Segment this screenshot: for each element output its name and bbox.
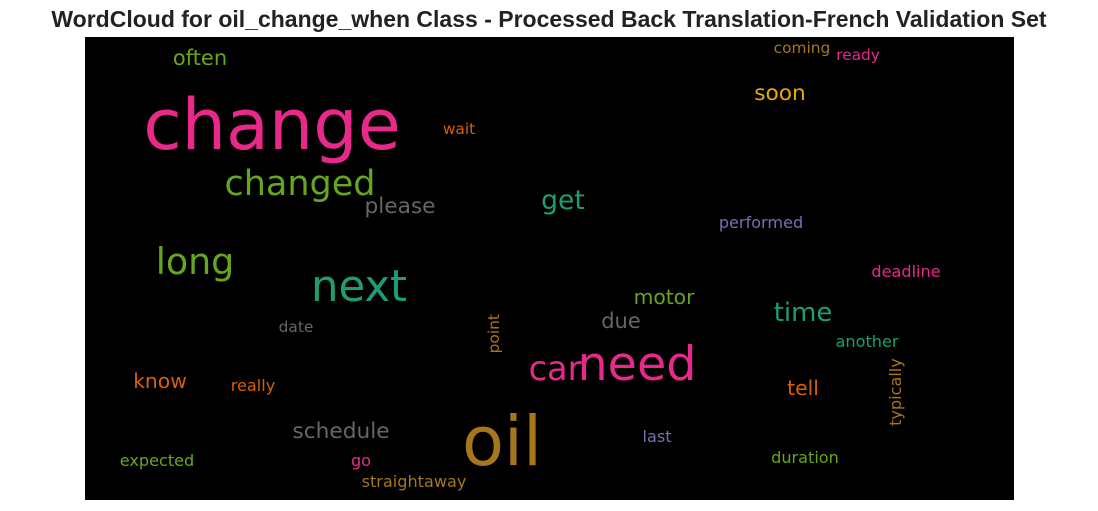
word-wait: wait (442, 120, 476, 139)
word-time: time (773, 298, 833, 329)
word-next: next (310, 262, 408, 313)
word-know: know (133, 368, 187, 393)
word-point: point (485, 314, 504, 354)
word-coming: coming (773, 39, 831, 58)
word-changed: changed (224, 163, 376, 204)
word-due: due (601, 308, 641, 333)
chart-title: WordCloud for oil_change_when Class - Pr… (51, 6, 1047, 32)
word-get: get (541, 184, 585, 216)
word-really: really (230, 375, 276, 395)
word-another: another (835, 331, 899, 351)
word-last: last (642, 426, 672, 446)
word-tell: tell (787, 375, 819, 400)
word-ready: ready (836, 46, 880, 65)
word-often: often (172, 45, 228, 70)
word-change: change (143, 84, 401, 166)
word-schedule: schedule (292, 419, 390, 445)
wordcloud-canvas: change oil need next long changed car get time pl… (85, 37, 1014, 500)
word-need: need (577, 337, 697, 393)
word-expected: expected (119, 450, 195, 470)
word-soon: soon (754, 81, 806, 107)
word-long: long (155, 239, 235, 283)
word-motor: motor (633, 284, 695, 309)
word-please: please (364, 194, 436, 220)
word-go: go (350, 450, 372, 470)
word-typically: typically (885, 358, 905, 426)
word-car: car (528, 349, 582, 389)
word-deadline: deadline (871, 261, 941, 281)
word-straightaway: straightaway (361, 471, 467, 491)
word-oil: oil (461, 401, 543, 482)
word-performed: performed (718, 212, 804, 232)
word-duration: duration (771, 447, 839, 467)
word-date: date (278, 318, 314, 337)
